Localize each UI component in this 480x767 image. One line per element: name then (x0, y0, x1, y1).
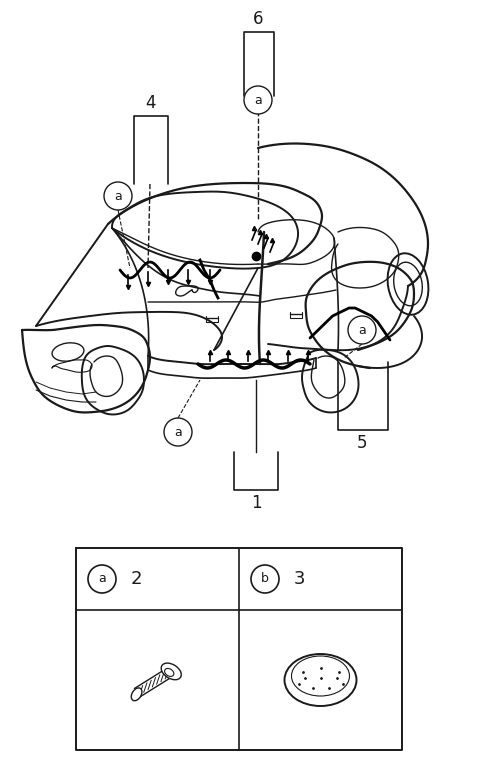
Text: 6: 6 (253, 10, 263, 28)
Circle shape (104, 182, 132, 210)
Text: 3: 3 (293, 570, 305, 588)
Text: b: b (261, 572, 269, 585)
Text: 2: 2 (130, 570, 142, 588)
Circle shape (164, 418, 192, 446)
Ellipse shape (285, 654, 357, 706)
Ellipse shape (132, 688, 142, 701)
Text: a: a (114, 189, 122, 202)
Text: 5: 5 (357, 434, 367, 452)
Circle shape (88, 565, 116, 593)
Text: 4: 4 (145, 94, 155, 112)
Text: a: a (174, 426, 182, 439)
Text: a: a (254, 94, 262, 107)
Circle shape (348, 316, 376, 344)
Circle shape (251, 565, 279, 593)
Text: a: a (358, 324, 366, 337)
Circle shape (244, 86, 272, 114)
Text: 1: 1 (251, 494, 261, 512)
Ellipse shape (161, 663, 181, 680)
Text: a: a (98, 572, 106, 585)
